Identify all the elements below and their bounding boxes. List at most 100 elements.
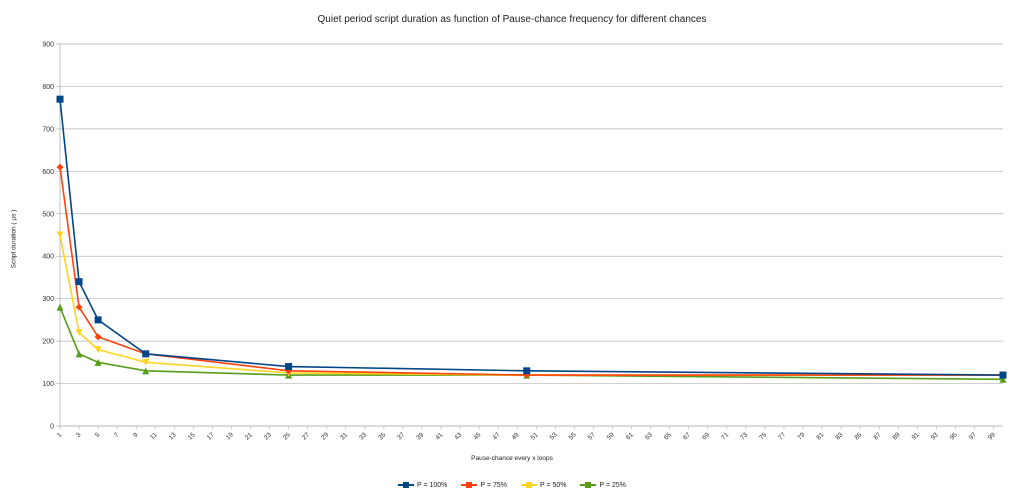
- data-point: [56, 231, 64, 239]
- data-point: [56, 95, 64, 103]
- x-tick-label: 55: [568, 431, 578, 441]
- legend-item: P = 25%: [580, 481, 626, 489]
- data-point: [523, 367, 531, 375]
- x-tick-label: 23: [263, 431, 273, 441]
- grid-lines: [60, 43, 1003, 427]
- data-point: [75, 303, 83, 311]
- x-tick-label: 79: [796, 431, 806, 441]
- legend-item: P = 50%: [520, 481, 567, 489]
- x-tick-label: 47: [492, 431, 502, 441]
- x-tick-label: 9: [132, 431, 140, 439]
- x-tick-label: 75: [758, 431, 768, 441]
- x-tick-label: 65: [663, 431, 673, 441]
- legend-swatch: [461, 481, 478, 489]
- x-tick-label: 71: [720, 431, 730, 441]
- y-tick-label: 100: [42, 381, 54, 388]
- x-tick-label: 11: [149, 431, 159, 441]
- legend-swatch: [580, 481, 597, 489]
- x-tick-label: 93: [930, 431, 940, 441]
- x-tick-label: 37: [396, 431, 406, 441]
- data-point: [142, 350, 150, 358]
- x-tick-label: 3: [75, 431, 83, 439]
- data-point: [75, 278, 83, 286]
- x-tick-label: 31: [339, 431, 349, 441]
- x-tick-label: 43: [453, 431, 463, 441]
- series-p-75-: [56, 163, 1007, 379]
- data-point: [75, 350, 83, 358]
- legend-label: P = 25%: [599, 481, 627, 489]
- x-tick-label: 17: [206, 431, 216, 441]
- x-tick-label: 61: [625, 431, 635, 441]
- data-point: [94, 333, 102, 341]
- x-tick-label: 13: [168, 431, 178, 441]
- x-tick-label: 81: [815, 431, 825, 441]
- x-tick-label: 85: [853, 431, 863, 441]
- data-point: [999, 375, 1007, 383]
- legend-item: P = 75%: [461, 481, 507, 489]
- legend-label: P = 75%: [480, 481, 507, 489]
- data-point: [999, 371, 1007, 379]
- data-point: [285, 363, 293, 371]
- x-tick-label: 97: [968, 431, 978, 441]
- x-tick-label: 19: [225, 431, 235, 441]
- y-tick-label: 600: [42, 169, 54, 176]
- chart-title: Quiet period script duration as function…: [317, 14, 707, 25]
- data-point: [142, 367, 150, 375]
- series-line: [59, 166, 1003, 376]
- x-tick-label: 63: [644, 431, 654, 441]
- x-tick-label: 91: [911, 431, 921, 441]
- series-line: [59, 99, 1004, 376]
- x-tick-label: 53: [549, 431, 559, 441]
- legend-label: P = 50%: [539, 481, 567, 489]
- x-tick-label: 1: [56, 431, 64, 439]
- legend: P = 100% P = 75% P = 50% P = 25%: [0, 481, 1024, 489]
- x-tick-label: 69: [701, 431, 711, 441]
- x-tick-label: 51: [530, 431, 540, 441]
- y-tick-label: 500: [42, 211, 54, 218]
- x-tick-label: 73: [739, 431, 749, 441]
- data-point: [94, 358, 102, 366]
- data-point: [56, 163, 64, 171]
- x-tick-label: 25: [282, 431, 292, 441]
- x-tick-label: 77: [777, 431, 787, 441]
- y-tick-label: 700: [42, 126, 54, 133]
- y-tick-label: 300: [42, 296, 54, 303]
- series-p-100-: [56, 95, 1007, 379]
- x-tick-label: 59: [606, 431, 616, 441]
- series-line: [59, 306, 1004, 381]
- x-tick-label: 83: [834, 431, 844, 441]
- legend-item: P = 100%: [397, 481, 448, 489]
- x-tick-label: 57: [587, 431, 597, 441]
- data-point: [142, 358, 150, 366]
- data-point: [75, 329, 83, 337]
- x-tick-label: 27: [301, 431, 311, 441]
- data-point: [94, 316, 102, 324]
- y-tick-label: 200: [42, 339, 54, 346]
- x-tick-label: 5: [94, 431, 102, 439]
- x-tick-label: 95: [949, 431, 959, 441]
- data-point: [56, 303, 64, 311]
- x-tick-label: 67: [682, 431, 692, 441]
- x-tick-label: 15: [187, 431, 197, 441]
- x-tick-label: 49: [511, 431, 521, 441]
- y-tick-label: 0: [50, 424, 54, 431]
- x-tick-label: 29: [320, 431, 330, 441]
- y-tick-label: 800: [42, 84, 54, 91]
- x-tick-label: 89: [892, 431, 902, 441]
- x-tick-label: 45: [472, 431, 482, 441]
- x-tick-label: 21: [244, 431, 254, 441]
- x-tick-label: 35: [377, 431, 387, 441]
- x-tick-label: 99: [987, 431, 997, 441]
- series-lines: [56, 95, 1007, 383]
- legend-swatch: [397, 481, 414, 489]
- y-tick-label: 900: [42, 42, 54, 49]
- data-point: [94, 346, 102, 354]
- series-p-50-: [56, 231, 1007, 379]
- x-tick-label: 87: [873, 431, 883, 441]
- x-tick-label: 41: [434, 431, 444, 441]
- legend-label: P = 100%: [416, 481, 448, 489]
- y-tick-label: 400: [42, 254, 54, 261]
- legend-swatch: [520, 481, 537, 489]
